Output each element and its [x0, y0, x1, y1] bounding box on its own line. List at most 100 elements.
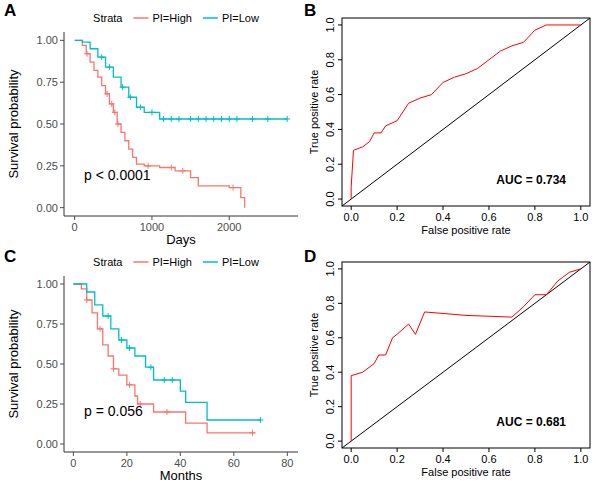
- censor-mark: [180, 168, 186, 174]
- y-tick: [338, 24, 342, 25]
- y-tick: [338, 59, 342, 60]
- y-axis-title: Survival probability: [6, 69, 21, 179]
- legend-label: PI=Low: [222, 256, 259, 268]
- y-tick: [60, 444, 64, 445]
- data-area: [75, 40, 291, 207]
- x-tick: [397, 206, 398, 210]
- censor-mark: [188, 116, 194, 122]
- legend-swatch: [133, 17, 148, 19]
- panel-label: C: [4, 247, 16, 266]
- y-tick-label: 1.0: [324, 17, 336, 32]
- legend-label: PI=Low: [222, 12, 259, 24]
- x-tick: [233, 452, 234, 456]
- x-axis-title: False positive rate: [421, 466, 510, 478]
- legend: StrataPI=HighPI=Low: [93, 256, 259, 268]
- censor-mark: [284, 116, 290, 122]
- auc-label: AUC = 0.734: [496, 173, 566, 187]
- x-tick-label: 80: [281, 457, 293, 469]
- y-tick: [60, 324, 64, 325]
- auc-label: AUC = 0.681: [496, 415, 566, 429]
- y-tick-label: 0.4: [324, 122, 336, 137]
- x-tick: [151, 216, 152, 220]
- x-tick-label: 1.0: [573, 211, 588, 223]
- legend-title: Strata: [93, 12, 123, 24]
- y-tick-label: 0.50: [37, 358, 58, 370]
- censor-mark: [84, 297, 90, 303]
- legend-swatch: [203, 17, 218, 19]
- censor-mark: [137, 104, 143, 110]
- censor-mark: [105, 313, 111, 319]
- survival-curve: [73, 284, 260, 420]
- y-tick: [338, 372, 342, 373]
- x-tick: [488, 448, 489, 452]
- censor-mark: [230, 185, 236, 191]
- y-tick: [60, 82, 64, 83]
- x-tick-label: 0.6: [481, 211, 496, 223]
- x-tick: [180, 452, 181, 456]
- y-tick: [60, 364, 64, 365]
- legend-title: Strata: [93, 256, 123, 268]
- reference-diagonal: [342, 262, 590, 448]
- y-tick-label: 0.0: [324, 191, 336, 206]
- censor-mark: [161, 377, 167, 383]
- x-tick: [287, 452, 288, 456]
- x-tick: [534, 206, 535, 210]
- censor-mark: [127, 345, 133, 351]
- y-tick: [338, 337, 342, 338]
- x-tick-label: 0.6: [481, 453, 496, 465]
- censor-mark: [211, 116, 217, 122]
- censor-mark: [249, 116, 255, 122]
- data-area: [342, 18, 590, 206]
- censor-mark: [203, 116, 209, 122]
- x-tick: [351, 448, 352, 452]
- censor-mark: [97, 326, 103, 332]
- x-tick-label: 0.2: [389, 453, 404, 465]
- panel: C0204060800.000.250.500.751.00MonthsSurv…: [4, 247, 298, 483]
- x-tick-label: 60: [228, 457, 240, 469]
- panel-label: B: [304, 1, 316, 20]
- x-tick-label: 20: [121, 457, 133, 469]
- x-axis-title: Months: [160, 468, 203, 483]
- y-tick: [338, 129, 342, 130]
- y-tick: [338, 303, 342, 304]
- y-tick: [60, 165, 64, 166]
- censor-mark: [120, 84, 126, 90]
- censor-mark: [169, 377, 175, 383]
- y-tick: [338, 441, 342, 442]
- censor-mark: [104, 91, 110, 97]
- y-tick: [338, 199, 342, 200]
- y-tick-label: 0.75: [37, 76, 58, 88]
- x-tick: [534, 448, 535, 452]
- panel: D0.00.20.40.60.81.00.00.20.40.60.81.0Fal…: [304, 247, 590, 478]
- y-tick-label: 0.50: [37, 118, 58, 130]
- y-tick-label: 0.6: [324, 87, 336, 102]
- censor-mark: [127, 94, 133, 100]
- censor-mark: [112, 109, 118, 115]
- y-tick-label: 0.4: [324, 365, 336, 380]
- y-tick-label: 0.00: [37, 202, 58, 214]
- y-tick-label: 0.6: [324, 330, 336, 345]
- data-area: [73, 284, 263, 436]
- x-tick: [397, 448, 398, 452]
- y-axis-title: Survival probability: [6, 309, 21, 419]
- censor-mark: [161, 116, 167, 122]
- x-tick-label: 0.4: [435, 453, 450, 465]
- figure: A0100020000.000.250.500.751.00DaysSurviv…: [0, 0, 600, 483]
- x-tick-label: 0.4: [435, 211, 450, 223]
- censor-mark: [234, 116, 240, 122]
- y-tick: [338, 406, 342, 407]
- legend-swatch: [203, 261, 218, 263]
- y-tick: [60, 207, 64, 208]
- x-axis-line: [64, 452, 298, 453]
- legend-swatch: [133, 261, 148, 263]
- censor-mark: [149, 109, 155, 115]
- y-tick-label: 0.2: [324, 399, 336, 414]
- censor-mark: [115, 121, 121, 127]
- censor-mark: [168, 116, 174, 122]
- censor-mark: [250, 430, 256, 436]
- censor-mark: [118, 337, 124, 343]
- survival-curve: [73, 284, 255, 433]
- x-tick: [73, 452, 74, 456]
- censor-mark: [164, 409, 170, 415]
- y-tick: [60, 404, 64, 405]
